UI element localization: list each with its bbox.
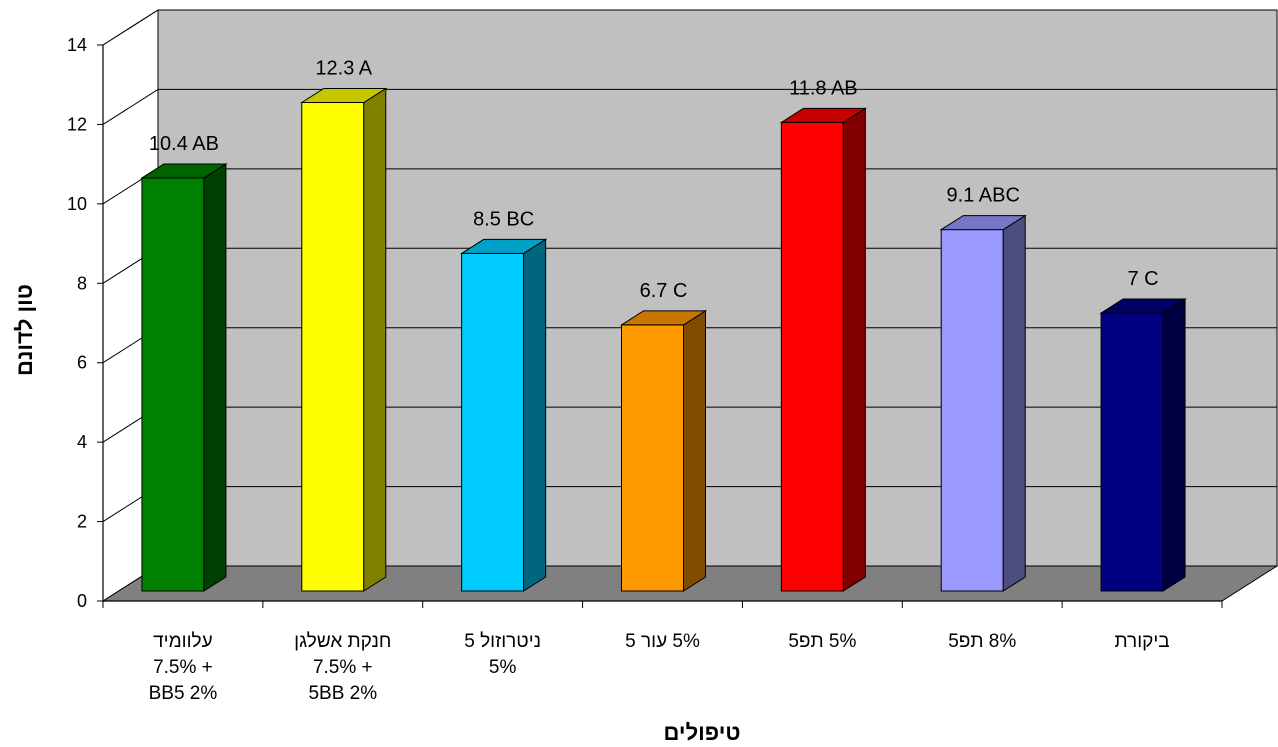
bar-top: [1099, 298, 1187, 314]
x-tick-label: 8% תפ5: [948, 631, 1016, 652]
data-label: 12.3 A: [315, 58, 372, 80]
bar-side: [683, 310, 706, 592]
data-label: 9.1 ABC: [947, 185, 1020, 207]
gridline-side: [102, 89, 159, 125]
bar: [779, 107, 868, 592]
bar-top: [779, 107, 868, 123]
data-label: 7 C: [1128, 268, 1159, 290]
x-tick-label: עלוומיד: [153, 631, 213, 652]
x-tick-label: ניטרוזול 5: [464, 631, 541, 652]
y-tick-label: 14: [67, 35, 87, 55]
y-tick-label: 12: [67, 114, 87, 134]
x-tick-label: חנקת אשלגן: [294, 631, 391, 652]
bar-front: [621, 324, 684, 592]
bar: [140, 163, 228, 592]
y-axis-title: טון לדונם: [12, 284, 37, 376]
x-tick-label: 5% עור 5: [625, 631, 700, 652]
bar-side: [363, 87, 387, 592]
bar: [619, 310, 708, 592]
y-tick-label: 6: [77, 353, 87, 373]
bar: [300, 87, 388, 592]
bar-front: [461, 252, 525, 592]
x-tick-label: 5% תפ5: [788, 631, 856, 652]
bar-top: [459, 238, 548, 254]
x-tick-label: BB5 2%: [149, 683, 218, 704]
bar-top: [140, 163, 228, 179]
bar: [459, 238, 548, 592]
bar-side: [523, 238, 547, 592]
y-tick-label: 2: [77, 512, 87, 532]
data-label: 10.4 AB: [149, 133, 219, 155]
x-tick-label: ביקורת: [1114, 631, 1169, 652]
x-tick-label: + 7.5%: [313, 657, 373, 678]
y-tick-label: 4: [77, 432, 87, 452]
y-tick-label: 10: [67, 194, 87, 214]
gridline-side: [102, 9, 159, 46]
bar-side: [1162, 298, 1186, 592]
bar-top: [300, 88, 388, 104]
data-label: 6.7 C: [640, 280, 688, 302]
data-label: 11.8 AB: [789, 77, 858, 99]
bar: [939, 214, 1027, 592]
bar-side: [203, 163, 227, 592]
bar: [1099, 298, 1187, 592]
data-label: 8.5 BC: [473, 208, 534, 230]
bar-front: [940, 229, 1004, 592]
bar-top: [939, 215, 1027, 231]
y-tick-label: 0: [77, 591, 87, 611]
x-tick-label: 5BB 2%: [308, 683, 377, 704]
bar-side: [1002, 214, 1026, 592]
bar-front: [141, 177, 205, 592]
bar-side: [842, 107, 866, 592]
bar-top: [619, 310, 708, 326]
x-axis-title: טיפולים: [664, 720, 741, 745]
y-tick-label: 8: [77, 273, 87, 293]
bar-front: [780, 121, 844, 592]
bar-front: [301, 102, 365, 592]
x-tick-label: 5%: [489, 657, 517, 678]
bar-front: [1100, 312, 1164, 592]
x-tick-label: + 7.5%: [153, 657, 213, 678]
